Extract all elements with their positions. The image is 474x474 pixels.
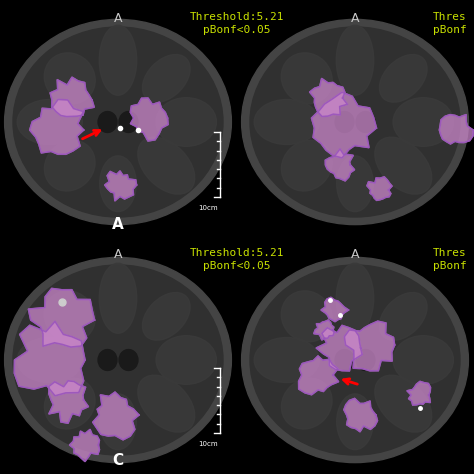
Text: Thres
pBonf: Thres pBonf: [433, 12, 467, 35]
Ellipse shape: [17, 100, 82, 145]
Ellipse shape: [119, 349, 138, 371]
Text: 10cm: 10cm: [199, 441, 218, 447]
Ellipse shape: [156, 98, 217, 146]
Polygon shape: [49, 381, 88, 423]
Ellipse shape: [281, 291, 332, 342]
Ellipse shape: [156, 336, 217, 384]
Ellipse shape: [393, 98, 454, 146]
Ellipse shape: [100, 394, 137, 450]
Text: Threshold:5.21
pBonf<0.05: Threshold:5.21 pBonf<0.05: [190, 248, 284, 271]
Ellipse shape: [393, 336, 454, 384]
Ellipse shape: [282, 140, 332, 191]
Ellipse shape: [44, 291, 95, 342]
Ellipse shape: [98, 349, 117, 371]
Polygon shape: [325, 149, 355, 181]
Polygon shape: [299, 356, 338, 395]
Ellipse shape: [356, 349, 375, 371]
Polygon shape: [321, 297, 348, 321]
Ellipse shape: [44, 53, 95, 104]
Ellipse shape: [143, 292, 190, 340]
Ellipse shape: [13, 265, 223, 455]
Ellipse shape: [17, 337, 82, 383]
Polygon shape: [344, 399, 377, 432]
Ellipse shape: [380, 55, 427, 102]
Polygon shape: [14, 321, 85, 396]
Ellipse shape: [337, 156, 374, 211]
Ellipse shape: [242, 19, 468, 225]
Ellipse shape: [45, 378, 95, 429]
Ellipse shape: [250, 265, 460, 455]
Ellipse shape: [250, 27, 460, 217]
Polygon shape: [367, 177, 392, 201]
Ellipse shape: [254, 100, 319, 145]
Text: Thres
pBonf: Thres pBonf: [433, 248, 467, 271]
Polygon shape: [316, 326, 362, 371]
Ellipse shape: [100, 156, 137, 211]
Polygon shape: [439, 115, 473, 144]
Ellipse shape: [242, 257, 468, 463]
Polygon shape: [314, 320, 334, 340]
Ellipse shape: [99, 25, 137, 95]
Ellipse shape: [5, 19, 231, 225]
Text: A: A: [112, 217, 124, 232]
Polygon shape: [311, 92, 376, 158]
Ellipse shape: [281, 53, 332, 104]
Polygon shape: [30, 100, 84, 154]
Text: C: C: [112, 453, 124, 468]
Polygon shape: [130, 98, 168, 141]
Ellipse shape: [282, 378, 332, 429]
Ellipse shape: [254, 337, 319, 383]
Ellipse shape: [337, 394, 374, 450]
Ellipse shape: [336, 263, 374, 333]
Text: 10cm: 10cm: [199, 205, 218, 211]
Ellipse shape: [119, 111, 138, 132]
Ellipse shape: [5, 257, 231, 463]
Ellipse shape: [335, 111, 354, 132]
Ellipse shape: [375, 137, 432, 194]
Polygon shape: [50, 77, 94, 117]
Text: A: A: [114, 248, 122, 261]
Ellipse shape: [375, 375, 432, 432]
Polygon shape: [344, 321, 394, 371]
Polygon shape: [28, 289, 95, 347]
Ellipse shape: [380, 292, 427, 340]
Ellipse shape: [335, 349, 354, 371]
Polygon shape: [93, 392, 139, 440]
Polygon shape: [70, 429, 100, 462]
Polygon shape: [310, 79, 347, 117]
Text: A: A: [114, 12, 122, 25]
Ellipse shape: [99, 263, 137, 333]
Ellipse shape: [138, 137, 195, 194]
Ellipse shape: [356, 111, 375, 132]
Ellipse shape: [138, 375, 195, 432]
Ellipse shape: [98, 111, 117, 132]
Text: Threshold:5.21
pBonf<0.05: Threshold:5.21 pBonf<0.05: [190, 12, 284, 35]
Ellipse shape: [143, 55, 190, 102]
Polygon shape: [407, 382, 430, 405]
Text: A: A: [351, 248, 359, 261]
Ellipse shape: [13, 27, 223, 217]
Polygon shape: [105, 171, 137, 201]
Ellipse shape: [336, 25, 374, 95]
Ellipse shape: [45, 140, 95, 191]
Text: A: A: [351, 12, 359, 25]
